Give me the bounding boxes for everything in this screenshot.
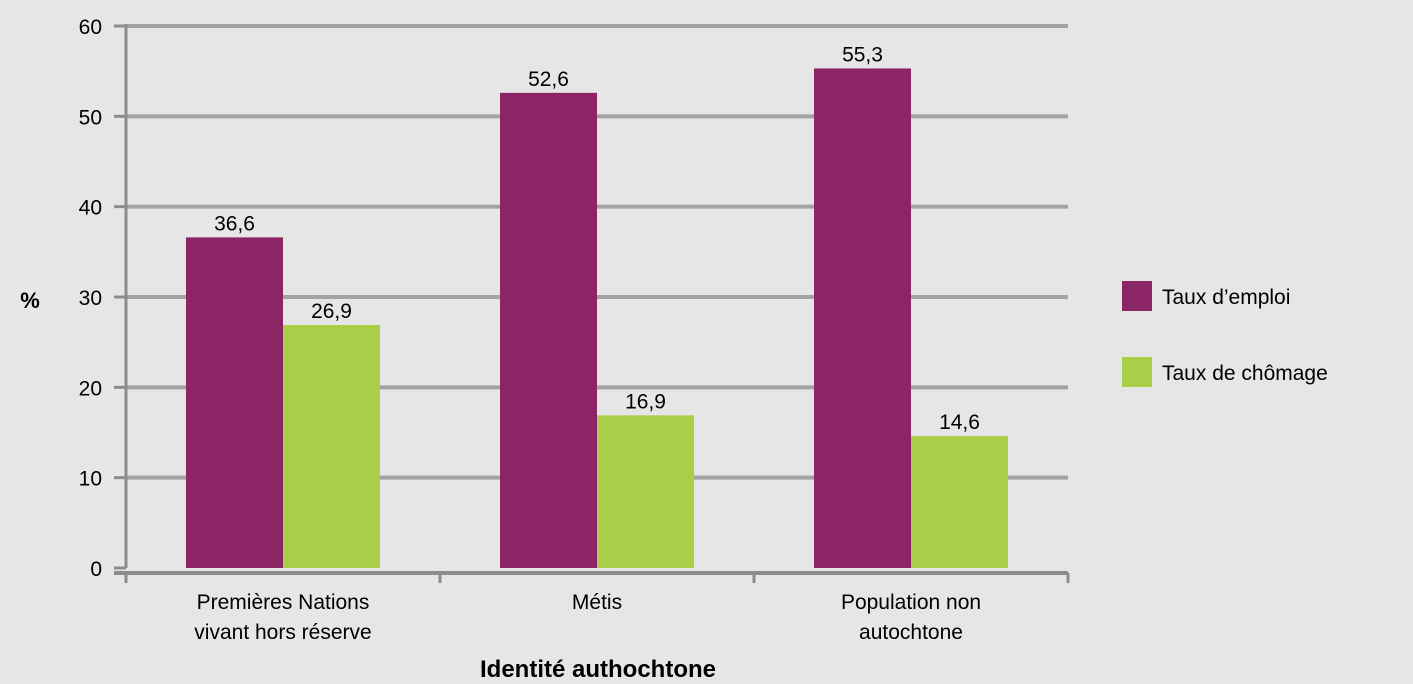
bars	[186, 68, 1008, 568]
legend-label: Taux d’emploi	[1162, 286, 1290, 309]
data-label: 14,6	[939, 411, 980, 434]
x-axis-label: Identité authochtone	[480, 656, 716, 683]
category-label: Premières Nations	[197, 591, 370, 614]
y-tick-label: 0	[90, 558, 102, 581]
bar	[283, 325, 380, 568]
y-tick-label: 20	[79, 377, 102, 400]
bar	[597, 415, 694, 568]
category-label: autochtone	[859, 621, 963, 644]
y-tick-labels: 0 10 20 30 40 50 60	[79, 16, 102, 581]
y-tick-label: 40	[79, 197, 102, 220]
category-label: vivant hors réserve	[194, 621, 371, 644]
data-label: 36,6	[214, 212, 255, 235]
data-labels: 36,6 26,9 52,6 16,9 55,3 14,6	[214, 43, 980, 434]
legend-label: Taux de chômage	[1162, 362, 1328, 385]
data-label: 52,6	[528, 68, 569, 91]
bar	[186, 237, 283, 568]
data-label: 55,3	[842, 43, 883, 66]
category-labels: Premières Nations vivant hors réserve Méti…	[194, 591, 981, 644]
bar	[500, 92, 597, 568]
y-tick-label: 30	[79, 287, 102, 310]
y-tick-label: 10	[79, 468, 102, 491]
category-label: Population non	[841, 591, 981, 614]
legend: Taux d’emploi Taux de chômage	[1122, 281, 1328, 387]
y-axis-label: %	[20, 288, 40, 313]
axes	[114, 24, 1070, 583]
data-label: 26,9	[311, 300, 352, 323]
category-label: Métis	[572, 591, 622, 614]
data-label: 16,9	[625, 390, 666, 413]
legend-swatch	[1122, 281, 1152, 311]
bar	[911, 436, 1008, 568]
y-tick-label: 50	[79, 106, 102, 129]
legend-swatch	[1122, 357, 1152, 387]
y-tick-label: 60	[79, 16, 102, 39]
bar	[814, 68, 911, 568]
